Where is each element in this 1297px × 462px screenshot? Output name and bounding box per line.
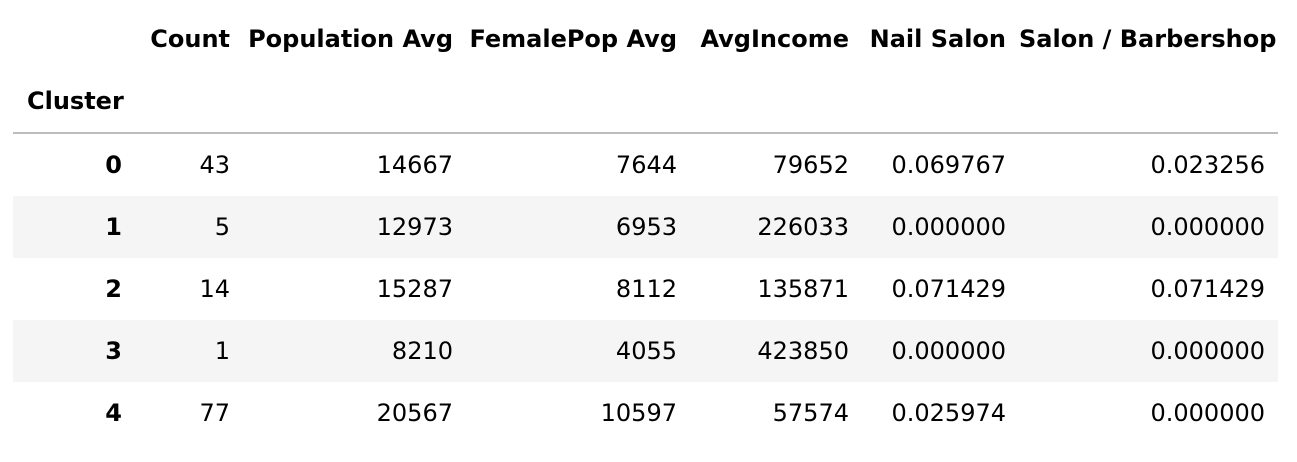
count-cell: 77 — [199, 399, 230, 427]
count-cell: 14 — [199, 275, 230, 303]
salon-barbershop-cell: 0.023256 — [1150, 151, 1265, 179]
femalepop-avg-cell: 6953 — [615, 213, 677, 241]
salon-barbershop-cell: 0.000000 — [1150, 213, 1265, 241]
row-index-cell: 3 — [105, 337, 122, 365]
avgincome-cell: 423850 — [757, 337, 849, 365]
header-blank — [13, 8, 135, 70]
index-name-cluster: Cluster — [27, 87, 124, 115]
table-row: 4 77 20567 10597 57574 0.025974 0.000000 — [13, 382, 1278, 444]
column-header-count: Count — [150, 25, 230, 53]
femalepop-avg-cell: 10597 — [600, 399, 677, 427]
salon-barbershop-cell: 0.000000 — [1150, 399, 1265, 427]
nail-salon-cell: 0.000000 — [891, 337, 1006, 365]
femalepop-avg-cell: 8112 — [615, 275, 677, 303]
dataframe-output: Count Population Avg FemalePop Avg AvgIn… — [13, 8, 1278, 444]
index-header-blank — [135, 70, 243, 133]
avgincome-cell: 57574 — [772, 399, 849, 427]
index-header-blank — [466, 70, 690, 133]
avgincome-cell: 135871 — [757, 275, 849, 303]
table-header: Count Population Avg FemalePop Avg AvgIn… — [13, 8, 1278, 133]
nail-salon-cell: 0.000000 — [891, 213, 1006, 241]
table-row: 0 43 14667 7644 79652 0.069767 0.023256 — [13, 133, 1278, 196]
salon-barbershop-cell: 0.000000 — [1150, 337, 1265, 365]
column-header-nail-salon: Nail Salon — [869, 25, 1006, 53]
femalepop-avg-cell: 4055 — [615, 337, 677, 365]
index-header-blank — [862, 70, 1019, 133]
table-body: 0 43 14667 7644 79652 0.069767 0.023256 … — [13, 133, 1278, 444]
index-header-blank — [690, 70, 862, 133]
index-header-blank — [1019, 70, 1278, 133]
row-index-cell: 4 — [105, 399, 122, 427]
femalepop-avg-cell: 7644 — [615, 151, 677, 179]
nail-salon-cell: 0.069767 — [891, 151, 1006, 179]
nail-salon-cell: 0.025974 — [891, 399, 1006, 427]
population-avg-cell: 12973 — [376, 213, 453, 241]
row-index-cell: 2 — [105, 275, 122, 303]
index-header-row: Cluster — [13, 70, 1278, 133]
column-header-avgincome: AvgIncome — [700, 25, 849, 53]
column-header-salon-barbershop: Salon / Barbershop — [1019, 25, 1277, 53]
count-cell: 1 — [214, 337, 230, 365]
salon-barbershop-cell: 0.071429 — [1150, 275, 1265, 303]
column-header-population-avg: Population Avg — [248, 25, 453, 53]
population-avg-cell: 20567 — [376, 399, 453, 427]
table-row: 2 14 15287 8112 135871 0.071429 0.071429 — [13, 258, 1278, 320]
dataframe-table: Count Population Avg FemalePop Avg AvgIn… — [13, 8, 1278, 444]
table-row: 1 5 12973 6953 226033 0.000000 0.000000 — [13, 196, 1278, 258]
column-header-femalepop-avg: FemalePop Avg — [469, 25, 677, 53]
population-avg-cell: 15287 — [376, 275, 453, 303]
avgincome-cell: 79652 — [772, 151, 849, 179]
table-row: 3 1 8210 4055 423850 0.000000 0.000000 — [13, 320, 1278, 382]
index-header-blank — [243, 70, 466, 133]
count-cell: 43 — [199, 151, 230, 179]
column-header-row: Count Population Avg FemalePop Avg AvgIn… — [13, 8, 1278, 70]
nail-salon-cell: 0.071429 — [891, 275, 1006, 303]
row-index-cell: 0 — [105, 151, 122, 179]
avgincome-cell: 226033 — [757, 213, 849, 241]
count-cell: 5 — [214, 213, 230, 241]
population-avg-cell: 8210 — [391, 337, 453, 365]
row-index-cell: 1 — [105, 213, 122, 241]
population-avg-cell: 14667 — [376, 151, 453, 179]
